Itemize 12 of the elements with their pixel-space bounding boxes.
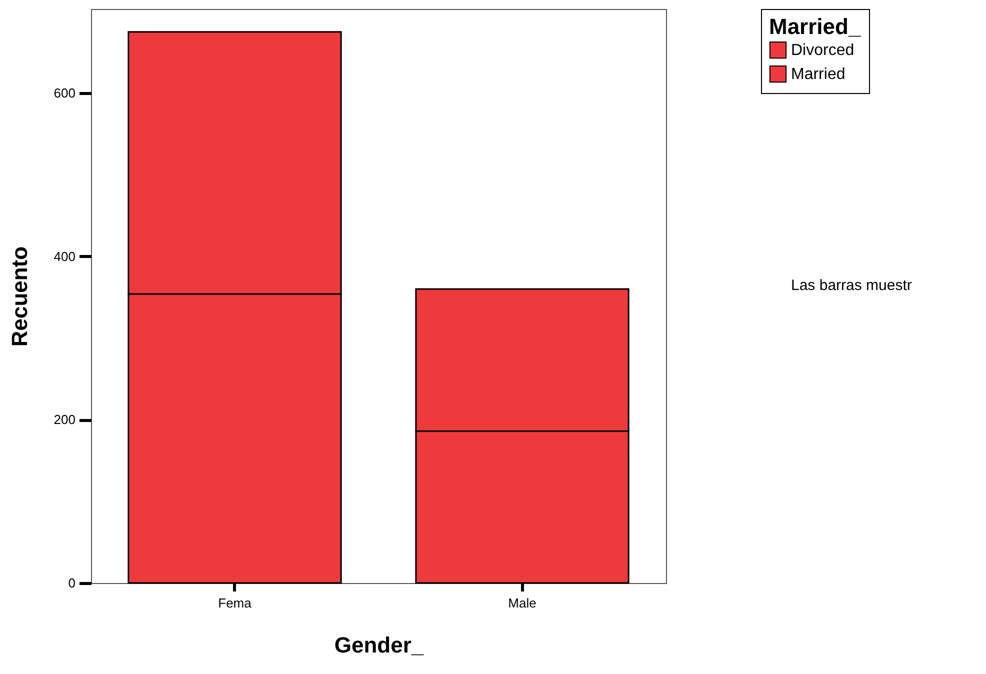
y-axis-title: Recuento — [6, 246, 32, 347]
legend-label: Married — [791, 66, 846, 83]
y-tick-label: 600 — [54, 86, 76, 101]
legend-title: Married_ — [769, 14, 862, 39]
y-tick-label: 200 — [54, 412, 76, 428]
y-tick-label: 400 — [54, 248, 76, 264]
x-axis-title: Gender_ — [334, 632, 424, 658]
legend-label: Divorced — [791, 42, 854, 59]
x-tick-label: Male — [508, 596, 536, 610]
y-tick-label: 0 — [68, 576, 76, 590]
text: Las barras muestr — [791, 277, 912, 294]
x-tick-label: Fema — [218, 596, 252, 610]
